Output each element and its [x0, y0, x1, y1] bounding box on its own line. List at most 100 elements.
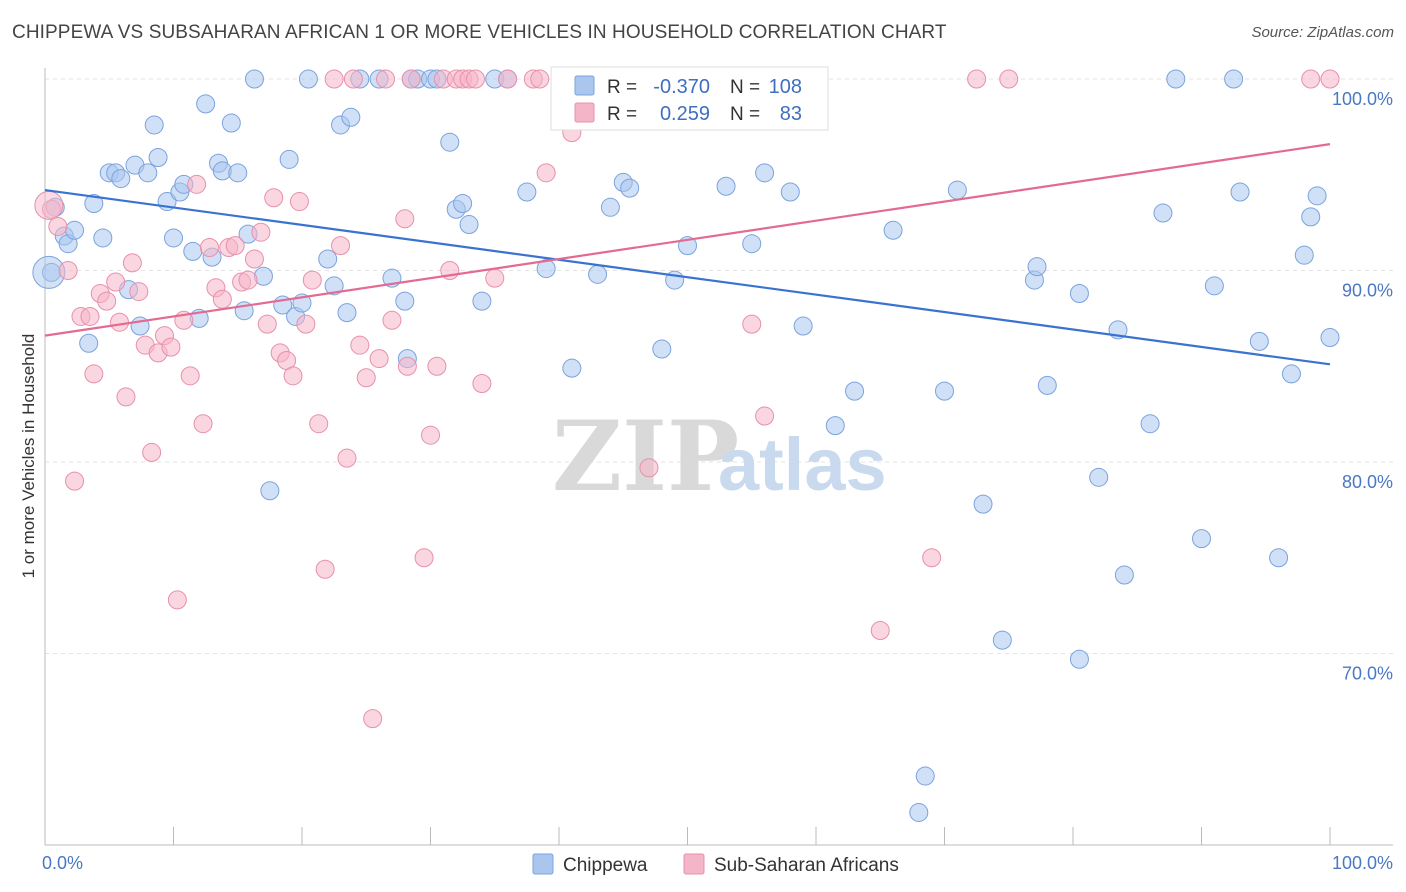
legend-r-label-chippewa: R =	[607, 77, 637, 98]
data-point	[1192, 529, 1211, 549]
data-point	[1249, 331, 1269, 351]
data-point	[363, 709, 383, 729]
data-point	[65, 471, 85, 491]
data-point	[530, 69, 550, 89]
data-point	[122, 253, 142, 273]
data-point	[397, 356, 417, 376]
data-point	[1294, 245, 1314, 265]
trend-lines	[44, 143, 1331, 366]
data-point	[337, 303, 357, 323]
data-point	[870, 621, 890, 641]
data-point	[257, 314, 277, 334]
data-point	[302, 270, 322, 290]
data-point	[1166, 69, 1186, 89]
data-point	[588, 264, 608, 284]
chart-title: CHIPPEWA VS SUBSAHARAN AFRICAN 1 OR MORE…	[12, 22, 947, 43]
data-point	[283, 366, 303, 386]
legend-n-label-sub-saharan: N =	[730, 104, 760, 125]
data-point	[401, 69, 421, 89]
data-point	[780, 182, 800, 202]
data-point	[296, 314, 316, 334]
data-point	[315, 559, 335, 579]
sub-saharan-points	[34, 69, 1340, 729]
data-point	[1269, 548, 1289, 568]
data-point	[395, 291, 415, 311]
data-point	[350, 335, 370, 355]
series-legend-label-chippewa: Chippewa	[563, 855, 648, 876]
watermark-atlas: atlas	[718, 423, 887, 506]
series-legend-swatch-chippewa	[532, 853, 554, 875]
data-point	[1320, 69, 1340, 89]
data-point	[142, 442, 162, 462]
data-point	[536, 163, 556, 183]
legend-swatch-sub-saharan	[574, 102, 595, 123]
data-point	[369, 349, 389, 369]
data-point	[199, 238, 219, 258]
data-point	[1027, 257, 1047, 277]
data-point	[999, 69, 1019, 89]
y-tick-labels: 70.0% 80.0% 90.0% 100.0%	[1332, 89, 1393, 684]
data-point	[517, 182, 537, 202]
data-point	[742, 234, 762, 254]
data-point	[193, 414, 213, 434]
legend-r-value-sub-saharan: 0.259	[660, 103, 710, 125]
data-point	[1140, 414, 1160, 434]
data-point	[465, 69, 485, 89]
correlation-legend: R = -0.370 N = 108 R = 0.259 N = 83	[550, 66, 829, 131]
y-tick-label: 80.0%	[1342, 472, 1393, 492]
data-point	[793, 316, 813, 336]
data-point	[536, 259, 556, 279]
data-point	[498, 69, 518, 89]
data-point	[343, 69, 363, 89]
data-point	[110, 312, 130, 332]
data-point	[1069, 283, 1089, 303]
data-point	[1204, 276, 1224, 296]
data-point	[755, 163, 775, 183]
watermark: ZIP atlas	[552, 400, 887, 513]
data-point	[922, 548, 942, 568]
data-point	[129, 282, 149, 302]
data-point	[1037, 375, 1057, 395]
data-point	[289, 192, 309, 212]
data-point	[427, 356, 447, 376]
data-point	[1230, 182, 1250, 202]
data-point	[1320, 328, 1340, 348]
data-point	[395, 209, 415, 229]
y-tick-label: 70.0%	[1342, 664, 1393, 684]
data-point	[414, 548, 434, 568]
data-point	[620, 178, 640, 198]
data-point	[58, 261, 78, 280]
y-tick-label: 100.0%	[1332, 89, 1393, 109]
series-legend-label-sub-saharan: Sub-Saharan Africans	[714, 855, 899, 876]
data-point	[742, 314, 762, 334]
data-point	[337, 448, 357, 468]
data-point	[915, 766, 935, 786]
data-point	[84, 364, 104, 384]
data-point	[967, 69, 987, 89]
data-point	[138, 163, 158, 183]
data-point	[244, 249, 264, 269]
data-point	[318, 249, 338, 269]
data-point	[755, 406, 775, 426]
watermark-zip: ZIP	[552, 400, 739, 513]
data-point	[148, 148, 168, 168]
legend-swatch-chippewa	[574, 75, 595, 96]
data-point	[324, 69, 344, 89]
legend-n-value-sub-saharan: 83	[780, 103, 802, 125]
data-point	[1307, 186, 1327, 206]
data-point	[973, 494, 993, 514]
x-tick-label-min: 0.0%	[42, 853, 83, 873]
data-point	[1301, 207, 1321, 227]
data-point	[935, 381, 954, 401]
data-point	[485, 268, 505, 288]
data-point	[111, 169, 131, 189]
data-point	[212, 289, 232, 309]
x-tick-label-max: 100.0%	[1332, 853, 1393, 873]
data-point	[279, 149, 299, 169]
data-point	[244, 69, 264, 89]
data-point	[1153, 203, 1173, 223]
trend-line	[44, 188, 1331, 366]
data-point	[825, 416, 845, 436]
data-point	[116, 387, 136, 407]
